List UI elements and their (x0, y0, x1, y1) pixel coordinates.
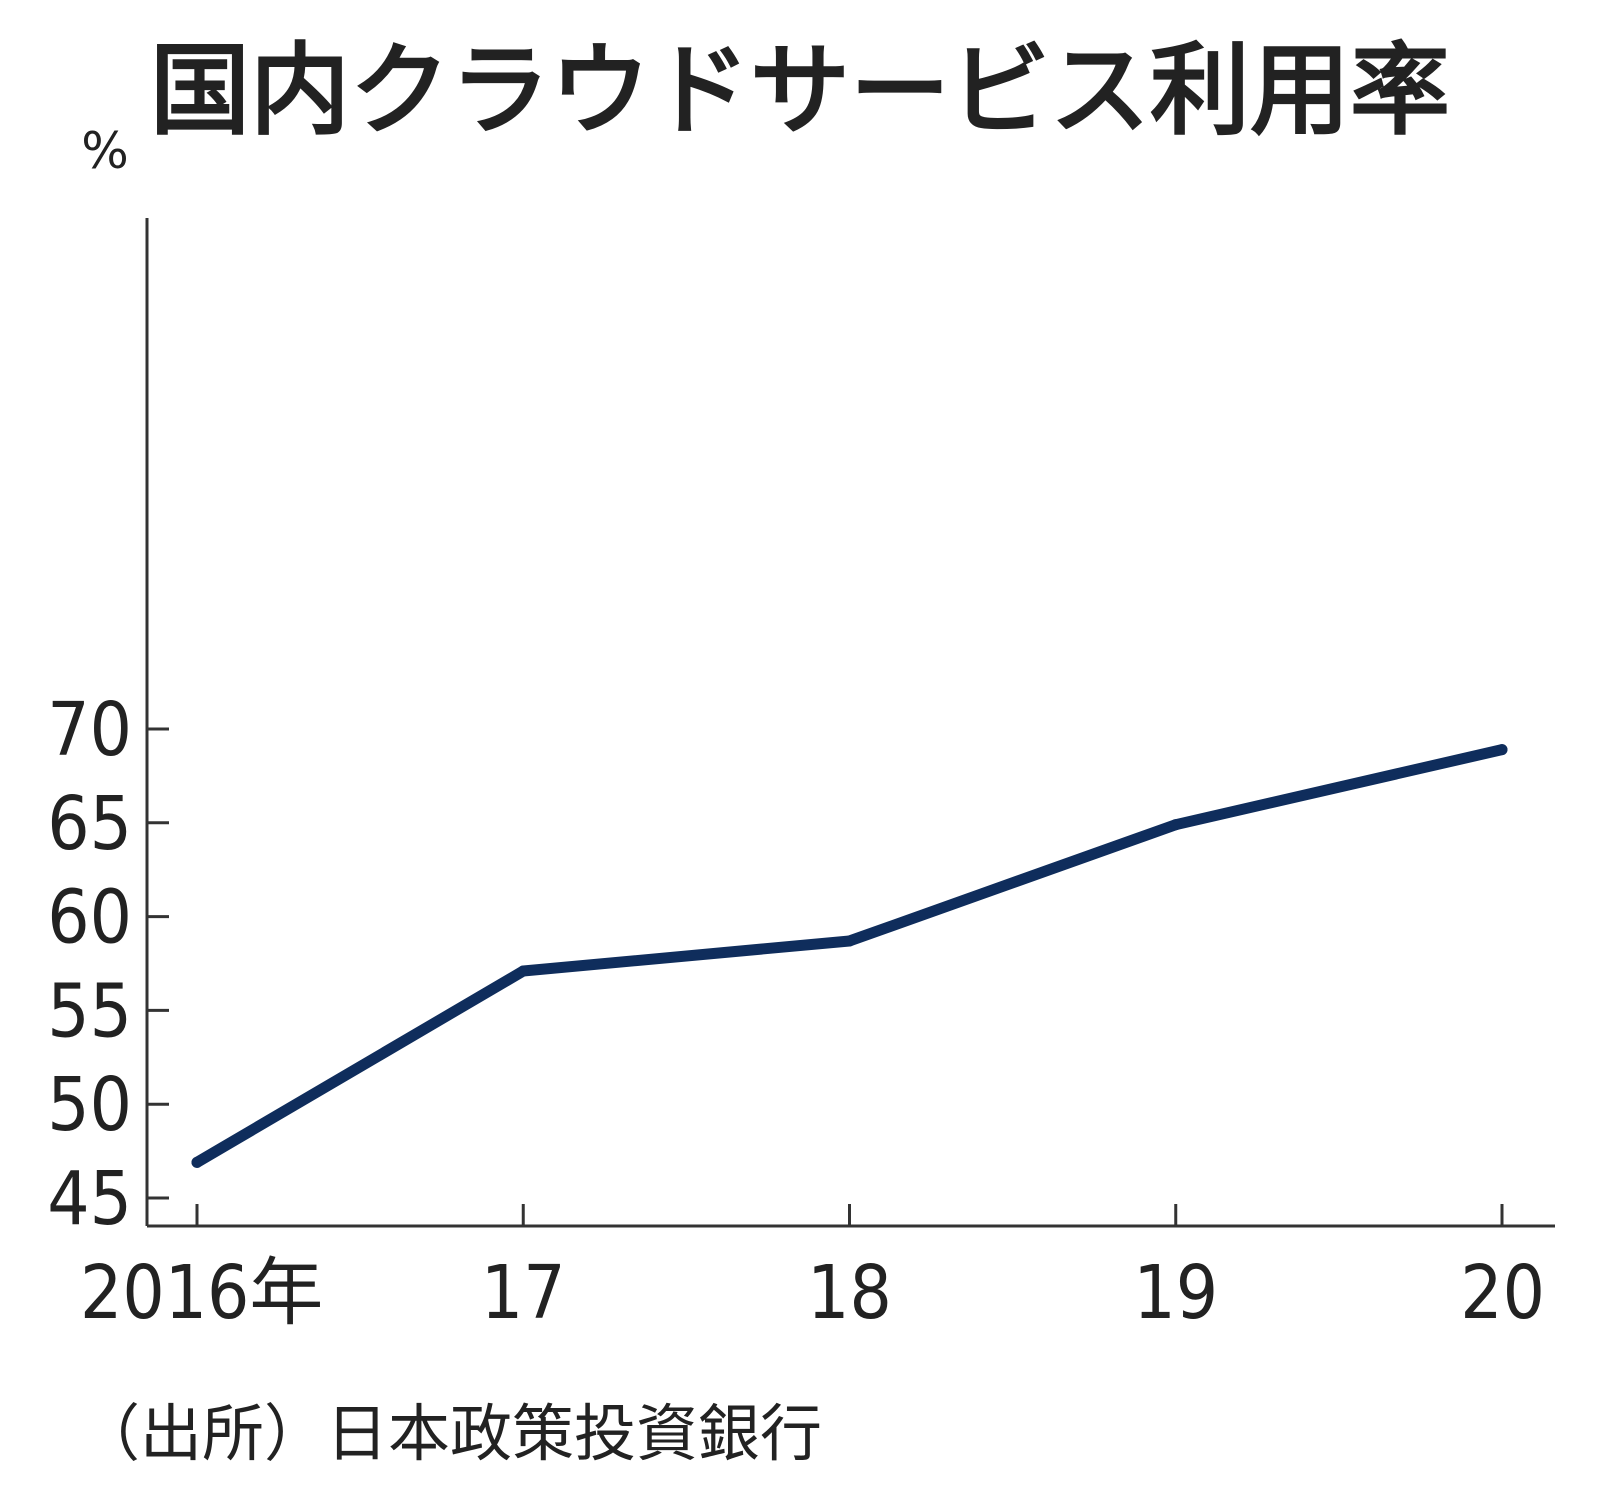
data-point (1496, 744, 1508, 756)
y-tick-label: 65 (47, 781, 132, 867)
x-axis-ticks: 2016年 17 18 19 20 (80, 1204, 1545, 1336)
data-point (517, 965, 529, 977)
x-tick-label: 20 (1460, 1250, 1545, 1336)
chart-title: 国内クラウドサービス利用率 (150, 32, 1450, 149)
series-layer (191, 744, 1508, 1168)
data-point (844, 935, 855, 947)
y-tick-label: 45 (47, 1156, 132, 1242)
y-tick-label: 60 (47, 875, 132, 961)
x-tick-label: 18 (807, 1250, 892, 1336)
axes (145, 218, 1555, 1228)
x-tick-label: 2016年 (80, 1250, 323, 1336)
y-tick-label: 55 (47, 968, 132, 1054)
data-point (1170, 819, 1182, 831)
source-note: （出所）日本政策投資銀行 (78, 1397, 822, 1470)
x-tick-label: 17 (481, 1250, 566, 1336)
x-tick-label: 19 (1133, 1250, 1218, 1336)
data-point (191, 1156, 203, 1168)
series-line (191, 744, 1508, 1168)
y-axis-unit: % (81, 122, 129, 180)
y-tick-label: 50 (47, 1062, 132, 1148)
y-tick-label: 70 (47, 687, 132, 773)
